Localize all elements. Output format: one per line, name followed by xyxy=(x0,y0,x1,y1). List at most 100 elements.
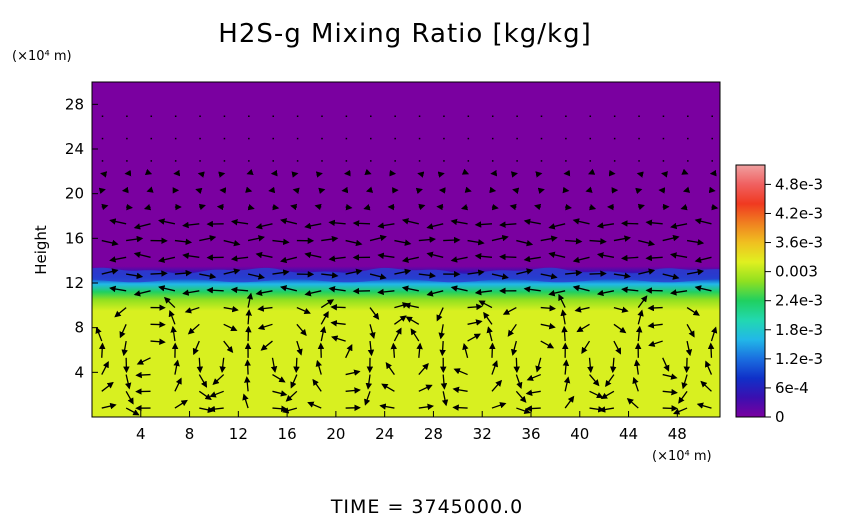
wind-vector xyxy=(101,381,114,392)
wind-vector xyxy=(565,115,567,117)
wind-vector xyxy=(515,374,523,390)
wind-vector xyxy=(223,305,239,313)
wind-vector xyxy=(416,342,423,358)
wind-vector xyxy=(564,395,575,409)
wind-vector xyxy=(685,340,693,357)
wind-vector xyxy=(565,137,567,140)
wind-vector xyxy=(673,407,688,415)
wind-vector xyxy=(681,374,688,390)
wind-vector xyxy=(345,268,363,276)
wind-vector xyxy=(126,137,128,140)
wind-vector xyxy=(158,256,176,263)
wind-vector xyxy=(280,256,298,264)
y-tick-label: 24 xyxy=(65,140,84,158)
wind-vector xyxy=(464,186,472,193)
wind-vector xyxy=(711,160,713,162)
wind-vector xyxy=(662,388,678,396)
x-tick-label: 40 xyxy=(570,425,589,443)
wind-vector xyxy=(525,405,541,412)
wind-vector xyxy=(126,235,144,243)
wind-vector xyxy=(223,268,241,275)
wind-vector xyxy=(548,251,566,258)
wind-vector xyxy=(563,376,571,392)
wind-vector xyxy=(589,115,592,117)
wind-vector xyxy=(304,251,322,259)
colorbar-tick-label: 4.2e-3 xyxy=(775,204,823,222)
wind-vector xyxy=(635,187,643,195)
wind-vector xyxy=(510,340,518,356)
wind-vector xyxy=(126,272,144,280)
wind-vector xyxy=(219,357,226,373)
wind-vector xyxy=(711,203,719,211)
wind-vector xyxy=(133,223,151,230)
wind-vector xyxy=(367,340,375,357)
wind-vector xyxy=(345,344,353,359)
wind-vector xyxy=(206,287,224,294)
wind-vector xyxy=(312,378,322,392)
wind-vector xyxy=(272,374,286,383)
interface-band xyxy=(92,267,720,283)
wind-vector xyxy=(613,235,631,242)
wind-vector xyxy=(467,333,481,342)
x-tick-label: 16 xyxy=(278,425,297,443)
wind-vector xyxy=(565,160,567,162)
wind-vector xyxy=(596,222,615,229)
wind-vector xyxy=(394,315,407,325)
wind-vector xyxy=(170,325,177,342)
wind-vector xyxy=(321,272,339,279)
wind-vector xyxy=(613,272,631,279)
wind-vector xyxy=(633,359,641,375)
wind-vector xyxy=(426,223,444,230)
wind-vector xyxy=(596,252,615,259)
colorbar-ticks: 0 6e-4 1.2e-3 1.8e-3 2.4e-3 0.003 3.6e-3 4.2e-3… xyxy=(765,175,823,426)
wind-vector xyxy=(192,340,200,356)
heatmap-field xyxy=(92,82,720,417)
wind-vector xyxy=(478,300,493,309)
wind-vector xyxy=(439,341,446,357)
wind-vector xyxy=(244,376,251,392)
wind-vector xyxy=(621,286,639,293)
wind-vector xyxy=(509,203,517,211)
wind-vector xyxy=(345,369,361,376)
wind-vector xyxy=(560,309,567,325)
wind-vector xyxy=(537,187,545,195)
wind-vector xyxy=(467,303,483,311)
wind-vector xyxy=(443,115,445,117)
wind-vector xyxy=(163,296,176,309)
colorbar-tick-label: 0 xyxy=(775,408,785,426)
wind-vector xyxy=(452,386,468,394)
wind-vector xyxy=(694,256,712,264)
wind-vector xyxy=(638,115,640,117)
wind-vector xyxy=(662,137,665,140)
wind-vector xyxy=(443,137,445,140)
wind-vector xyxy=(540,273,558,280)
wind-vector xyxy=(304,290,322,297)
wind-vector xyxy=(150,115,153,117)
wind-vector xyxy=(686,323,695,338)
wind-vector xyxy=(121,340,128,357)
colorbar-tick-label: 1.2e-3 xyxy=(775,350,823,368)
wind-vector xyxy=(174,160,177,162)
wind-vector xyxy=(363,204,371,211)
wind-vector xyxy=(662,160,665,162)
wind-vector xyxy=(491,160,494,162)
wind-vector xyxy=(418,384,433,392)
y-tick-label: 8 xyxy=(74,319,84,337)
wind-vector xyxy=(174,238,193,246)
wind-vector xyxy=(512,187,520,194)
wind-vector xyxy=(296,160,299,162)
y-tick-label: 16 xyxy=(65,229,84,247)
wind-vector xyxy=(168,309,176,325)
wind-vector xyxy=(328,255,346,262)
wind-vector xyxy=(418,137,421,140)
wind-vector xyxy=(199,115,201,117)
wind-vector xyxy=(280,218,298,225)
wind-vector xyxy=(95,326,103,342)
wind-vector xyxy=(598,406,615,413)
wind-vector xyxy=(562,359,570,375)
wind-vector xyxy=(223,340,234,354)
wind-vector xyxy=(319,326,327,342)
wind-vector xyxy=(369,324,376,340)
wind-vector xyxy=(581,340,591,354)
wind-vector xyxy=(645,219,663,227)
